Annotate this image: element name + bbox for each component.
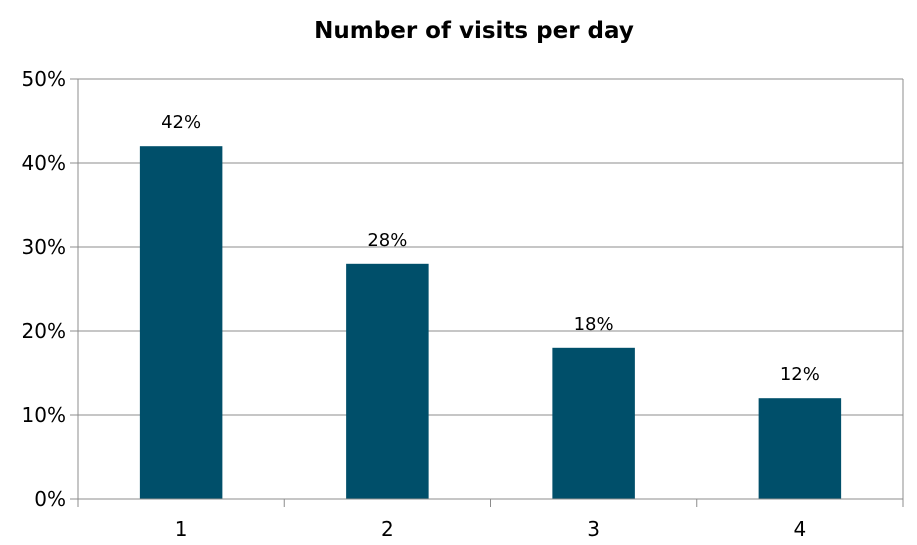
x-tick-label: 3 (587, 517, 600, 541)
axes (70, 78, 904, 507)
bar (139, 146, 223, 499)
x-tick-label: 1 (175, 517, 188, 541)
y-tick-label: 10% (22, 403, 66, 427)
chart-title: Number of visits per day (314, 18, 634, 44)
y-tick-label: 50% (22, 67, 66, 91)
y-tick-label: 40% (22, 151, 66, 175)
bar (552, 347, 635, 499)
bars (139, 146, 842, 499)
y-tick-label: 20% (22, 319, 66, 343)
labels: 0% 10% 20% 30% 40% 50% 42% 1 28% 2 18% 3 12% 4 (22, 67, 820, 541)
data-label: 12% (780, 364, 820, 385)
y-tick-label: 0% (34, 487, 66, 511)
bar (758, 398, 842, 499)
y-tick-label: 30% (22, 235, 66, 259)
data-label: 28% (367, 230, 407, 251)
data-label: 18% (574, 314, 614, 335)
data-label: 42% (161, 112, 201, 133)
bar (346, 263, 429, 499)
x-tick-label: 2 (381, 517, 394, 541)
x-tick-label: 4 (794, 517, 807, 541)
